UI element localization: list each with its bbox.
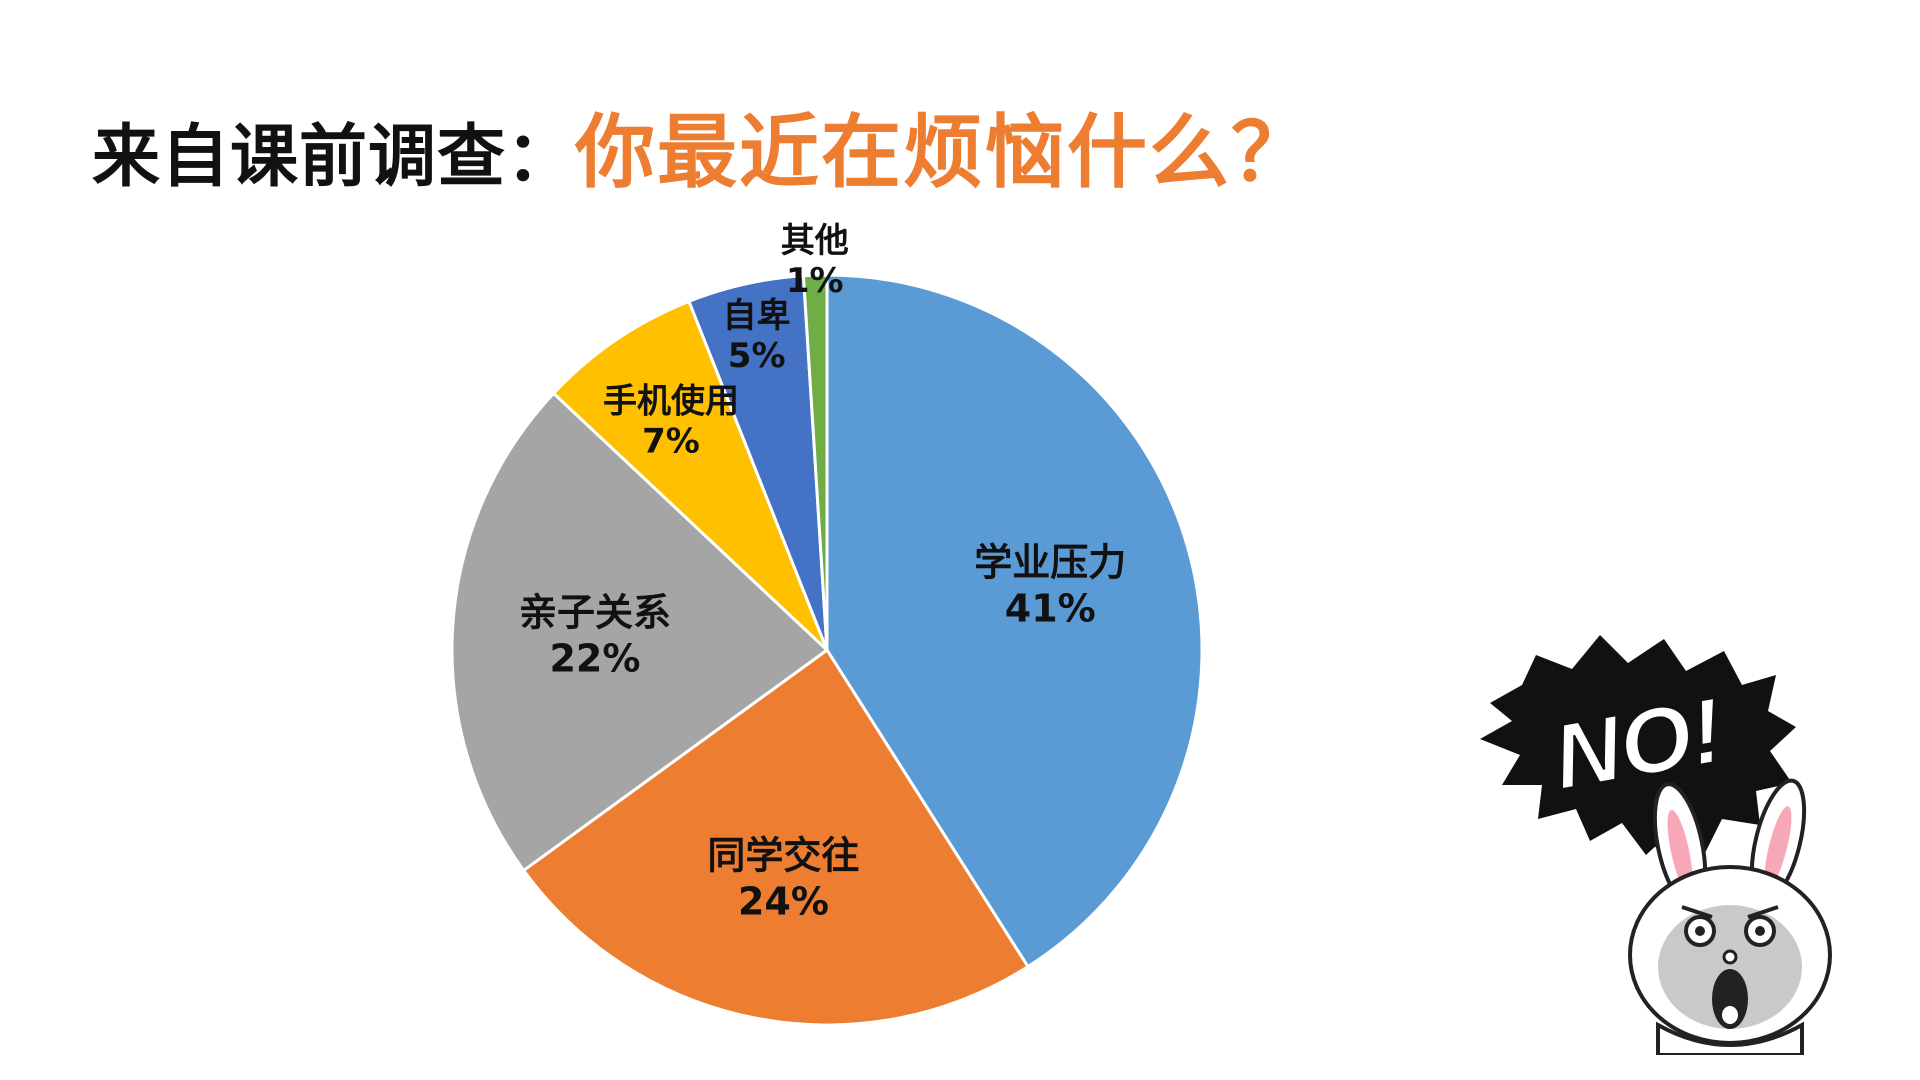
bunny-tongue: [1722, 1006, 1738, 1024]
pie-data-label: 1%: [786, 261, 844, 301]
title-question: 你最近在烦恼什么？: [575, 106, 1314, 199]
page-title: 来自课前调查： 你最近在烦恼什么？: [92, 88, 1313, 199]
pie-data-label: 41%: [1005, 586, 1096, 630]
pie-slice: [825, 273, 1204, 969]
pie-slice: [551, 299, 829, 652]
bunny-ear-left-inner: [1667, 809, 1693, 893]
speech-burst-shape: [1480, 635, 1796, 855]
pie-slices: [450, 273, 1204, 1027]
pie-slice: [450, 391, 830, 873]
pie-data-label: 7%: [642, 421, 700, 461]
pie-data-label: 24%: [738, 880, 829, 924]
pie-category-label: 同学交往: [707, 834, 859, 878]
pie-data-label: 22%: [549, 637, 640, 681]
bunny-nose: [1722, 949, 1738, 965]
bunny-pupil-right: [1755, 926, 1765, 936]
bunny-ear-right-inner: [1764, 806, 1792, 888]
title-prefix: 来自课前调查：: [92, 118, 576, 197]
pie-category-label: 学业压力: [974, 540, 1126, 584]
pie-data-label: 5%: [728, 336, 786, 376]
bunny-mouth: [1712, 969, 1748, 1029]
pie-slice: [521, 647, 1031, 1027]
bunny-pupil-left: [1695, 926, 1705, 936]
pie-category-label: 自卑: [723, 296, 791, 336]
pie-slice: [801, 273, 829, 651]
pie-category-label: 其他: [781, 221, 849, 261]
pie-category-label: 手机使用: [603, 381, 739, 421]
shouting-bunny-icon: NO!: [1480, 635, 1832, 1055]
pie-category-label: 亲子关系: [519, 591, 671, 635]
bunny-body: [1656, 1021, 1804, 1055]
bunny-brows: [1681, 905, 1779, 919]
